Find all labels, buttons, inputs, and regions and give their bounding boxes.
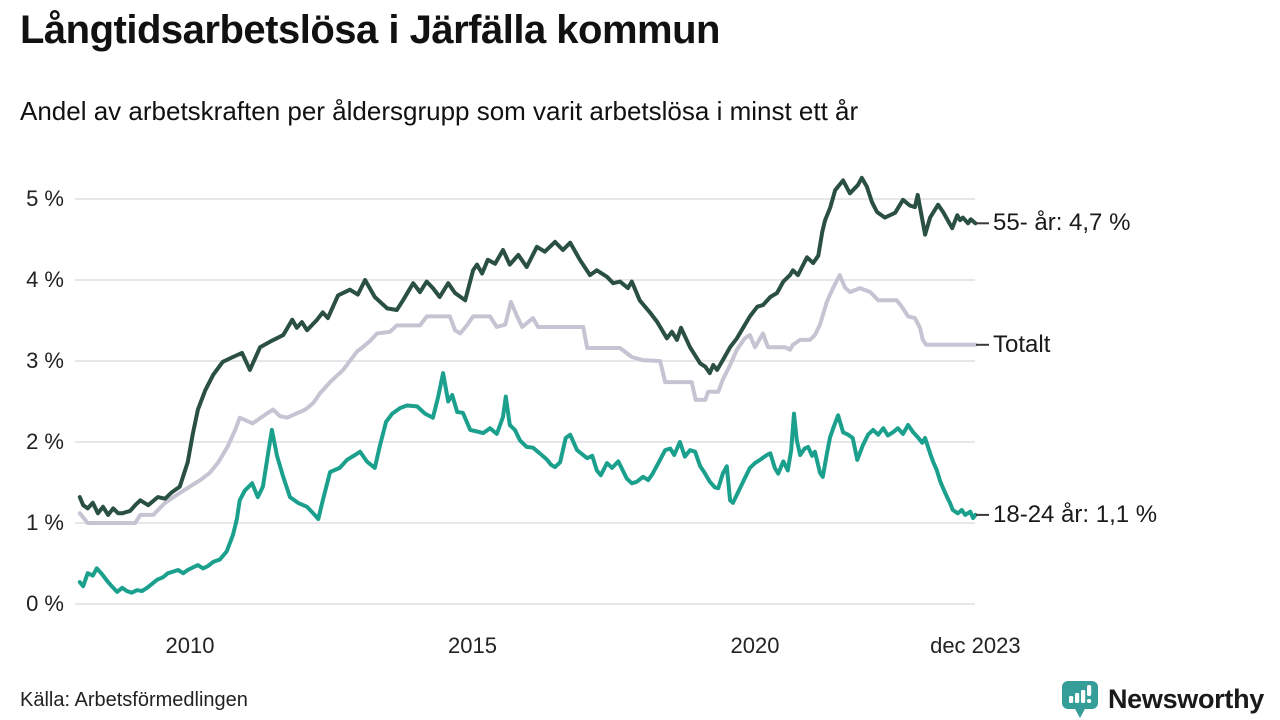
- newsworthy-logo-text: Newsworthy: [1107, 683, 1264, 714]
- series-line-totalt: [77, 273, 978, 525]
- series-label-totalt: Totalt: [993, 330, 1051, 358]
- newsworthy-logo[interactable]: Newsworthy: [1060, 678, 1264, 720]
- x-axis-tick-label: dec 2023: [930, 633, 1021, 658]
- series-line-18-24-r: [77, 371, 978, 595]
- chart-subtitle: Andel av arbetskraften per åldersgrupp s…: [20, 96, 859, 126]
- y-axis-tick-label: 1 %: [26, 510, 64, 535]
- x-axis-tick-label: 2010: [165, 633, 215, 658]
- series-label-55-ar: 55- år: 4,7 %: [993, 209, 1131, 237]
- series-line-55-r: [77, 175, 978, 517]
- series-label-18-24-ar: 18-24 år: 1,1 %: [993, 500, 1158, 528]
- y-axis-tick-label: 5 %: [26, 186, 64, 211]
- page-title: Långtidsarbetslösa i Järfälla kommun: [20, 8, 721, 52]
- newsworthy-logo-icon: [1061, 681, 1098, 718]
- x-axis-tick-label: 2020: [730, 633, 780, 658]
- y-axis-tick-label: 3 %: [26, 348, 64, 373]
- source-note: Källa: Arbetsförmedlingen: [20, 689, 248, 711]
- y-axis-tick-label: 4 %: [26, 267, 64, 292]
- x-axis-tick-label: 2015: [448, 633, 497, 658]
- y-axis-tick-label: 2 %: [26, 429, 64, 454]
- y-axis-tick-label: 0 %: [26, 591, 64, 616]
